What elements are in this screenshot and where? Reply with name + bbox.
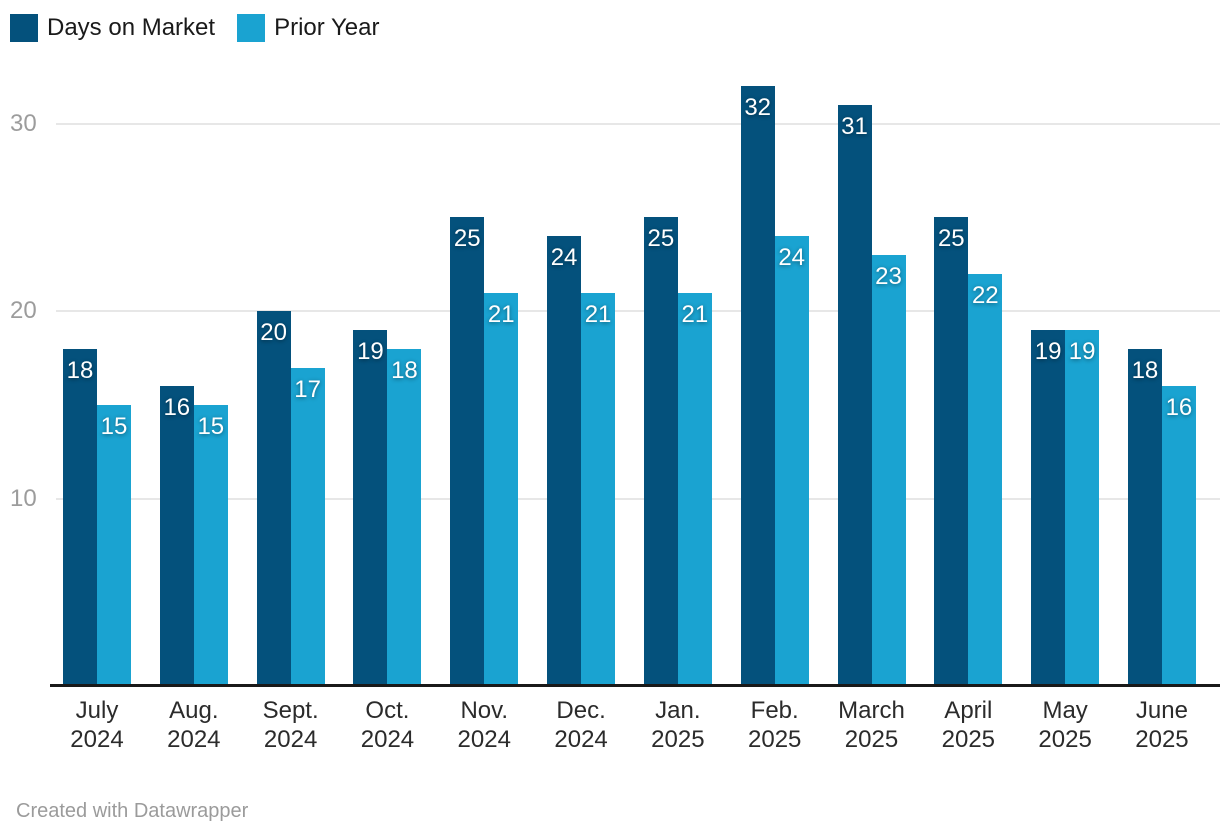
gridline bbox=[56, 498, 1220, 500]
bar-value-label: 15 bbox=[197, 413, 225, 440]
bar-prior-year: 21 bbox=[677, 293, 712, 687]
y-axis-tick-label: 20 bbox=[10, 297, 37, 324]
x-axis-label: Jan. 2025 bbox=[651, 697, 705, 753]
bar-prior-year: 19 bbox=[1065, 330, 1100, 687]
bar-value-label: 21 bbox=[584, 301, 612, 328]
bar-prior-year: 15 bbox=[193, 405, 228, 687]
bar-prior-year: 15 bbox=[97, 405, 131, 687]
bar-value-label: 23 bbox=[875, 263, 902, 290]
bar-days-on-market: 16 bbox=[159, 386, 194, 687]
x-axis-line bbox=[50, 684, 1220, 687]
bar-prior-year: 21 bbox=[484, 293, 519, 687]
legend-swatch-days-on-market bbox=[10, 14, 38, 42]
bar-days-on-market: 18 bbox=[1127, 349, 1162, 687]
bar-days-on-market: 32 bbox=[740, 86, 775, 687]
bar-value-label: 18 bbox=[391, 357, 418, 384]
bar-days-on-market: 19 bbox=[1031, 330, 1066, 687]
bar-value-label: 19 bbox=[1068, 338, 1096, 365]
bar-group: 25 22 April 2025 bbox=[934, 217, 1003, 753]
bar-value-label: 22 bbox=[971, 282, 999, 309]
bar-groups: 18 15 July 2024 16 15 Aug. 2024 20 17 Sept. 2024 19 1… bbox=[63, 47, 1196, 753]
bar-group: 25 21 Nov. 2024 bbox=[450, 217, 519, 753]
legend-label-days-on-market: Days on Market bbox=[47, 14, 216, 41]
bar-group: 31 23 March 2025 bbox=[837, 105, 906, 753]
bar-group: 18 15 July 2024 bbox=[63, 349, 131, 753]
bar-value-label: 25 bbox=[937, 225, 965, 252]
bar-prior-year: 16 bbox=[1161, 386, 1196, 687]
bar-days-on-market: 18 bbox=[63, 349, 97, 687]
bar-value-label: 20 bbox=[260, 319, 287, 346]
bar-group: 16 15 Aug. 2024 bbox=[159, 386, 228, 753]
bar-prior-year: 18 bbox=[387, 349, 422, 687]
bar-group: 20 17 Sept. 2024 bbox=[256, 311, 325, 753]
bar-prior-year: 24 bbox=[774, 236, 809, 687]
x-axis-label: Sept. 2024 bbox=[262, 697, 319, 753]
x-axis-label: Nov. 2024 bbox=[457, 697, 511, 753]
bar-prior-year: 22 bbox=[968, 274, 1003, 687]
legend-swatch-prior-year bbox=[237, 14, 266, 42]
bar-prior-year: 23 bbox=[871, 255, 906, 687]
bar-group: 24 21 Dec. 2024 bbox=[547, 236, 616, 753]
y-axis-tick-label: 30 bbox=[10, 110, 37, 137]
x-axis-label: May 2025 bbox=[1038, 697, 1092, 753]
bar-days-on-market: 19 bbox=[353, 330, 388, 687]
bar-group: 19 19 May 2025 bbox=[1031, 330, 1100, 753]
bar-prior-year: 21 bbox=[581, 293, 616, 687]
bar-value-label: 15 bbox=[100, 413, 128, 440]
bar-value-label: 25 bbox=[453, 225, 481, 252]
bar-days-on-market: 25 bbox=[450, 217, 485, 687]
x-axis-label: March 2025 bbox=[838, 697, 905, 753]
bar-value-label: 25 bbox=[647, 225, 675, 252]
bar-value-label: 18 bbox=[1131, 357, 1159, 384]
gridline bbox=[56, 123, 1220, 125]
x-axis-label: Dec. 2024 bbox=[554, 697, 608, 753]
bar-value-label: 24 bbox=[550, 244, 578, 271]
bar-prior-year: 17 bbox=[290, 368, 325, 687]
bar-value-label: 16 bbox=[1165, 394, 1193, 421]
bar-value-label: 24 bbox=[778, 244, 806, 271]
bar-days-on-market: 25 bbox=[643, 217, 678, 687]
x-axis-label: Feb. 2025 bbox=[747, 697, 802, 753]
legend-label-prior-year: Prior Year bbox=[274, 14, 380, 41]
bar-days-on-market: 31 bbox=[837, 105, 872, 687]
bar-days-on-market: 25 bbox=[934, 217, 969, 687]
x-axis-label: June 2025 bbox=[1135, 697, 1189, 753]
bar-value-label: 32 bbox=[744, 94, 772, 121]
bar-group: 25 21 Jan. 2025 bbox=[643, 217, 712, 753]
bar-value-label: 21 bbox=[681, 301, 709, 328]
bar-group: 32 24 Feb. 2025 bbox=[740, 86, 809, 753]
x-axis-label: Oct. 2024 bbox=[360, 697, 415, 753]
bar-value-label: 18 bbox=[66, 357, 94, 384]
bar-group: 18 16 June 2025 bbox=[1127, 349, 1196, 753]
bar-days-on-market: 20 bbox=[256, 311, 291, 687]
bar-group: 19 18 Oct. 2024 bbox=[353, 330, 422, 753]
y-axis-tick-label: 10 bbox=[10, 485, 37, 512]
bar-days-on-market: 24 bbox=[547, 236, 582, 687]
attribution-text: Created with Datawrapper bbox=[16, 800, 249, 822]
bar-value-label: 31 bbox=[841, 113, 868, 140]
x-axis-label: July 2024 bbox=[70, 697, 124, 753]
bar-value-label: 16 bbox=[163, 394, 191, 421]
legend: Days on Market Prior Year bbox=[10, 14, 379, 42]
bar-value-label: 21 bbox=[487, 301, 515, 328]
bar-value-label: 19 bbox=[1034, 338, 1062, 365]
gridline bbox=[56, 310, 1220, 312]
x-axis-label: April 2025 bbox=[941, 697, 996, 753]
bar-value-label: 19 bbox=[357, 338, 384, 365]
bar-value-label: 17 bbox=[294, 376, 321, 403]
x-axis-label: Aug. 2024 bbox=[167, 697, 221, 753]
